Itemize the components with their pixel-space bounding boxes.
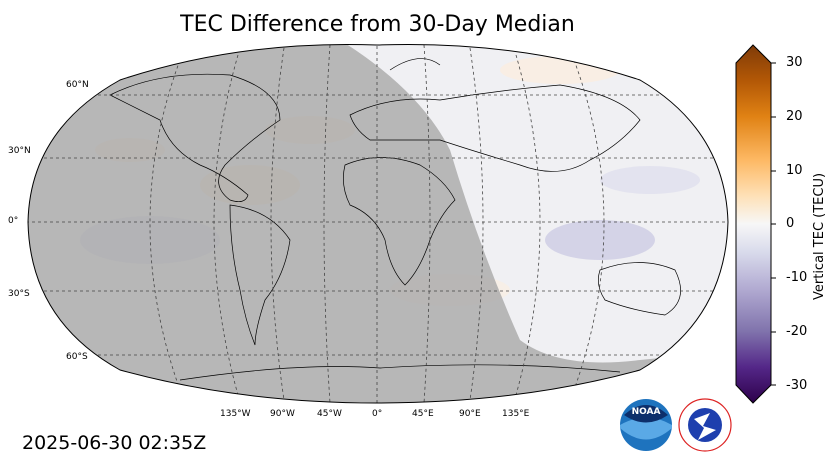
lon-label-45w: 45°W: [317, 409, 342, 419]
lat-label-60n: 60°N: [66, 80, 89, 90]
lon-label-90e: 90°E: [459, 409, 481, 419]
chart-title: TEC Difference from 30-Day Median: [180, 12, 575, 37]
colorbar-ticks: [771, 62, 776, 386]
colorbar-tick-0: 0: [786, 216, 795, 231]
nws-logo: [678, 398, 732, 452]
continent-outlines: [109, 58, 681, 381]
lon-label-135e: 135°E: [502, 409, 530, 419]
lon-label-90w: 90°W: [270, 409, 295, 419]
globe-outline: [27, 43, 729, 404]
colorbar-tick-neg20: -20: [786, 324, 808, 339]
colorbar-tick-neg10: -10: [786, 270, 808, 285]
noaa-logo-text: NOAA: [632, 407, 661, 417]
colorbar-label: Vertical TEC (TECU): [812, 172, 827, 300]
lat-label-30n: 30°N: [8, 146, 31, 156]
timestamp: 2025-06-30 02:35Z: [22, 432, 207, 454]
globe: [28, 44, 728, 403]
graticule: [28, 44, 728, 403]
lat-label-30s: 30°S: [8, 289, 30, 299]
lon-label-45e: 45°E: [412, 409, 434, 419]
noaa-logo: NOAA: [620, 399, 672, 451]
colorbar: [735, 44, 776, 404]
colorbar-tick-20: 20: [786, 109, 803, 124]
lon-label-0: 0°: [372, 409, 383, 419]
colorbar-tick-neg30: -30: [786, 378, 808, 393]
lon-label-135w: 135°W: [220, 409, 251, 419]
night-shading: [28, 44, 728, 403]
lat-label-60s: 60°S: [66, 352, 88, 362]
colorbar-tick-30: 30: [786, 55, 803, 70]
colorbar-tick-10: 10: [786, 163, 803, 178]
lat-label-0: 0°: [8, 216, 19, 226]
